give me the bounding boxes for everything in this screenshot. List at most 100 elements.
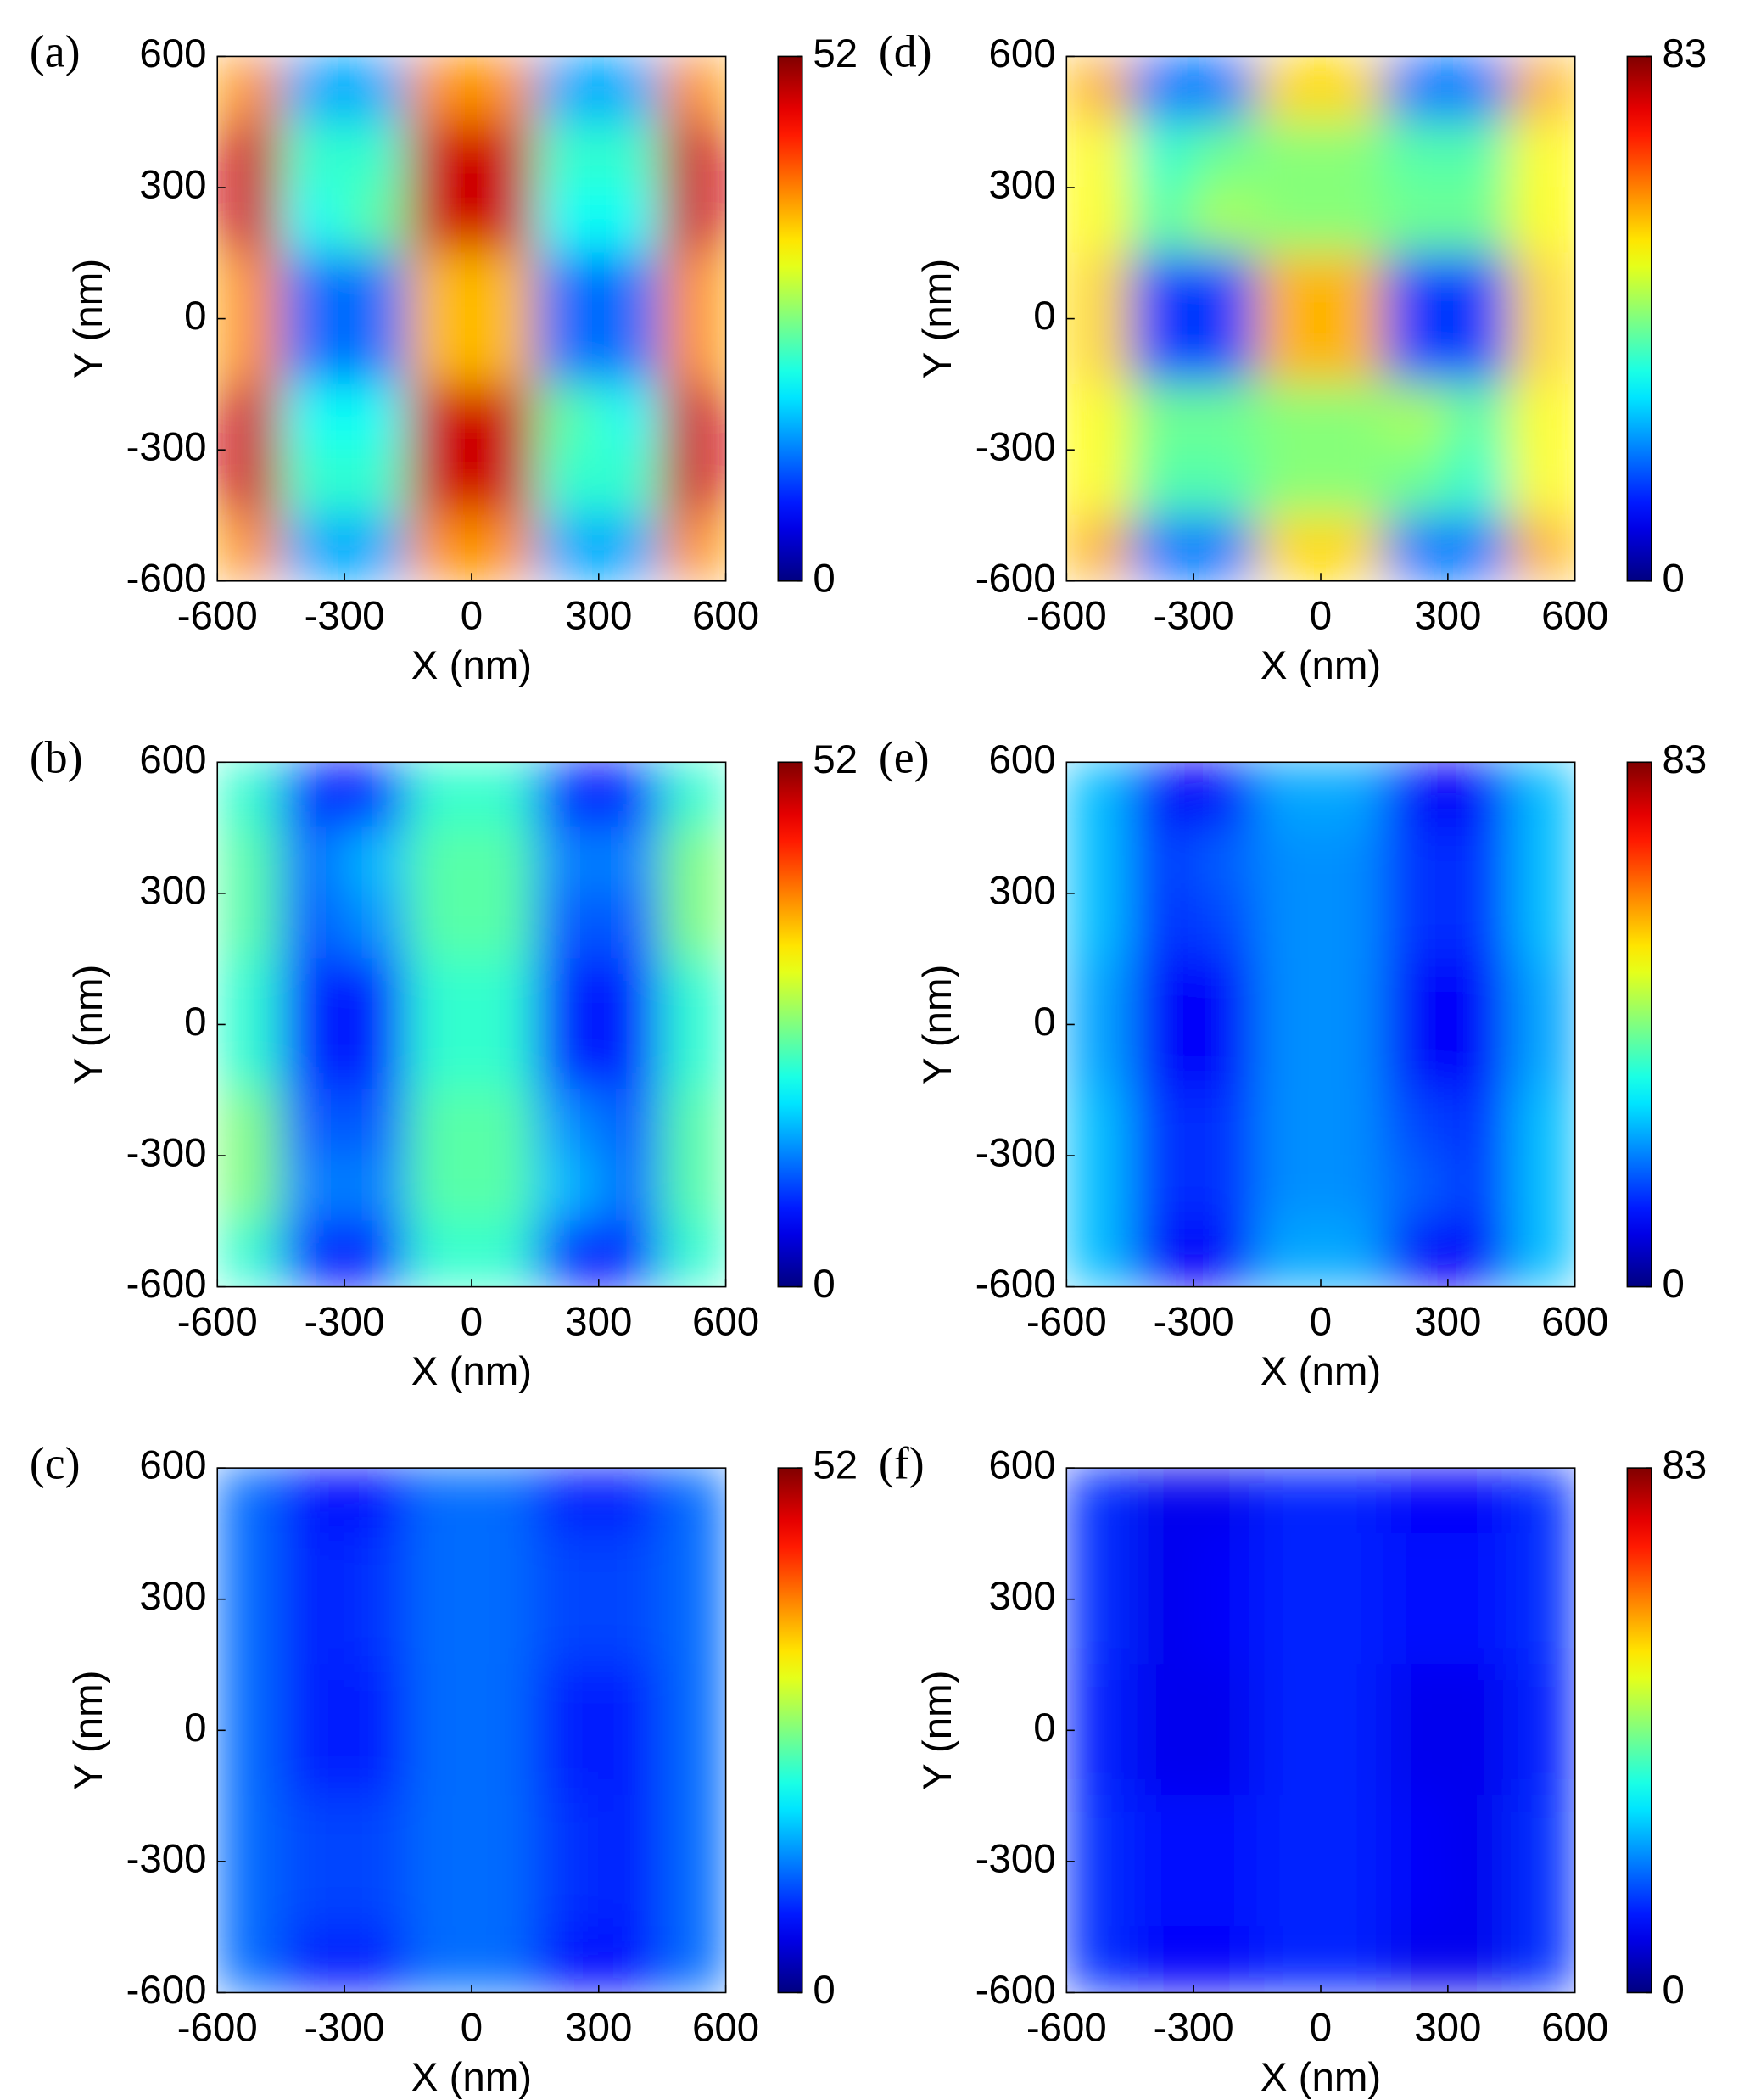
- heat-cell: [1510, 893, 1575, 960]
- x-tick-label: -300: [305, 1299, 385, 1344]
- heatmap-cells: [217, 762, 726, 1287]
- heat-cell: [1129, 1155, 1194, 1223]
- heat-cell: [1129, 762, 1194, 829]
- heat-cell: [1256, 1155, 1322, 1223]
- heat-cell: [1320, 1220, 1385, 1287]
- heat-cell: [661, 187, 726, 255]
- heat-cell: [1447, 1155, 1512, 1223]
- heat-cell: [407, 187, 472, 255]
- heat-cell: [1129, 1220, 1194, 1287]
- heat-cell: [1256, 1089, 1322, 1156]
- heat-cell: [534, 1089, 600, 1156]
- heat-cell: [1447, 1220, 1512, 1287]
- y-tick-label: -600: [126, 1262, 207, 1307]
- heat-cell: [344, 449, 409, 517]
- heat-cell: [1129, 514, 1194, 581]
- heat-cell: [280, 317, 345, 385]
- heat-cell: [1129, 252, 1194, 320]
- heat-cell: [344, 1729, 409, 1797]
- heat-cell: [1129, 1664, 1194, 1732]
- heat-cell: [661, 826, 726, 894]
- heat-cell: [1510, 449, 1575, 517]
- y-tick-label: 600: [989, 1443, 1056, 1488]
- x-tick-label: 300: [1414, 1299, 1481, 1344]
- x-tick-label: 600: [1541, 594, 1608, 639]
- heat-cell: [217, 1220, 282, 1287]
- heat-cell: [1256, 1795, 1322, 1862]
- heat-cell: [280, 514, 345, 581]
- x-tick-label: 0: [1310, 1299, 1332, 1344]
- heat-cell: [1320, 252, 1385, 320]
- heat-cell: [1066, 1532, 1132, 1600]
- heat-cell: [1256, 449, 1322, 517]
- heat-cell: [1383, 1664, 1449, 1732]
- y-tick-label: -600: [975, 1262, 1056, 1307]
- x-tick-label: -300: [1154, 2005, 1234, 2050]
- heat-cell: [471, 1468, 536, 1535]
- heat-cell: [1256, 252, 1322, 320]
- heat-cell: [597, 1598, 663, 1666]
- x-tick-label: -600: [1026, 1299, 1107, 1344]
- heat-cell: [217, 1598, 282, 1666]
- heat-cell: [1447, 449, 1512, 517]
- heat-cell: [1447, 1664, 1512, 1732]
- heat-cell: [280, 252, 345, 320]
- heat-cell: [471, 826, 536, 894]
- heatmap: [1066, 1468, 1575, 1993]
- heat-cell: [1066, 1598, 1132, 1666]
- heat-cell: [534, 317, 600, 385]
- heat-cell: [1447, 1468, 1512, 1535]
- heat-cell: [471, 120, 536, 188]
- y-tick-label: -300: [975, 425, 1056, 470]
- heat-cell: [217, 514, 282, 581]
- heat-cell: [344, 514, 409, 581]
- x-tick-label: 300: [565, 2005, 632, 2050]
- heat-cell: [1066, 514, 1132, 581]
- heat-cell: [280, 1664, 345, 1732]
- colorbar: [777, 55, 803, 582]
- x-tick-label: 0: [461, 594, 483, 639]
- heat-cell: [661, 958, 726, 1026]
- heat-cell: [217, 1023, 282, 1091]
- heat-cell: [1193, 317, 1258, 385]
- heat-cell: [1129, 1532, 1194, 1600]
- heat-cell: [344, 1926, 409, 1993]
- heat-cell: [534, 252, 600, 320]
- heat-cell: [1510, 1468, 1575, 1535]
- heat-cell: [217, 449, 282, 517]
- heat-cell: [597, 56, 663, 123]
- y-axis-label: Y (nm): [915, 1671, 960, 1790]
- heat-cell: [1129, 56, 1194, 123]
- heat-cell: [534, 56, 600, 123]
- x-tick-label: -600: [177, 1299, 258, 1344]
- heat-cell: [661, 120, 726, 188]
- colorbar-tick-label: 83: [1662, 737, 1707, 782]
- heat-cell: [1066, 1468, 1132, 1535]
- heat-cell: [1193, 1089, 1258, 1156]
- heat-cell: [1447, 120, 1512, 188]
- colorbar-tick-label: 83: [1662, 31, 1707, 76]
- heat-cell: [597, 514, 663, 581]
- heat-cell: [217, 120, 282, 188]
- y-tick-label: -300: [975, 1131, 1056, 1176]
- heat-cell: [1320, 1532, 1385, 1600]
- heat-cell: [661, 1468, 726, 1535]
- y-tick-label: 300: [989, 1574, 1056, 1619]
- colorbar-tick-label: 0: [813, 556, 835, 601]
- heat-cell: [1129, 449, 1194, 517]
- heat-cell: [344, 1795, 409, 1862]
- heat-cell: [280, 1220, 345, 1287]
- heat-cell: [597, 1926, 663, 1993]
- heat-cell: [1066, 1664, 1132, 1732]
- colorbar-tick-label: 52: [813, 1443, 858, 1488]
- heat-cell: [217, 826, 282, 894]
- heat-cell: [1129, 1861, 1194, 1928]
- heat-cell: [280, 958, 345, 1026]
- x-tick-label: 300: [565, 1299, 632, 1344]
- heat-cell: [661, 893, 726, 960]
- heat-cell: [344, 1155, 409, 1223]
- heat-cell: [217, 317, 282, 385]
- y-tick-label: 300: [989, 868, 1056, 913]
